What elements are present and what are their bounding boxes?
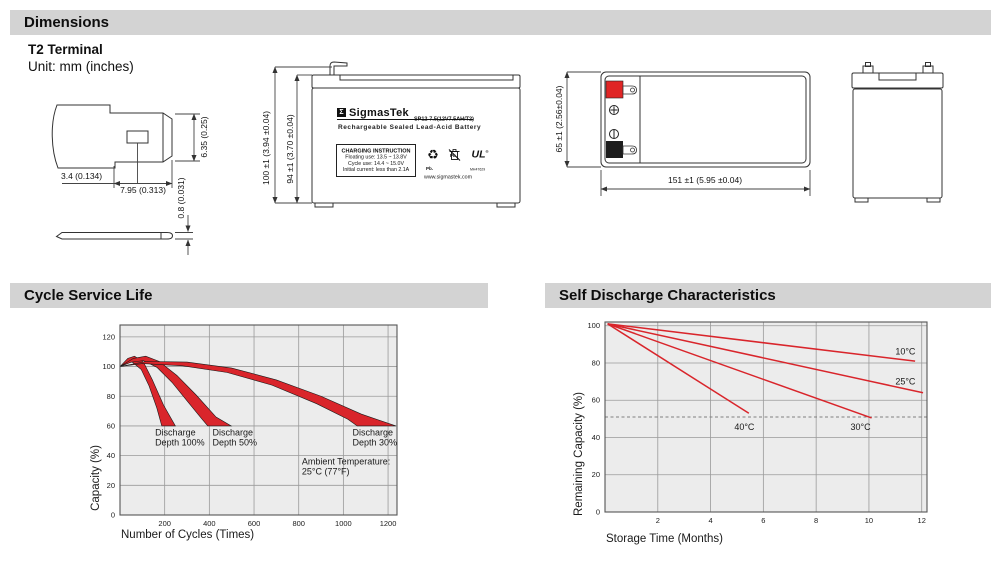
svg-text:Capacity (%): Capacity (%): [90, 445, 102, 511]
svg-text:80: 80: [592, 358, 600, 367]
svg-text:1000: 1000: [335, 519, 352, 528]
section-header-dimensions: Dimensions: [10, 10, 991, 35]
svg-text:0: 0: [596, 508, 600, 517]
website-url: www.sigmastek.com: [424, 174, 472, 180]
positive-symbol: [609, 105, 619, 115]
svg-text:25°C (77°F): 25°C (77°F): [302, 467, 350, 477]
svg-text:2: 2: [656, 516, 660, 525]
brand-name: SigmasTek: [349, 106, 409, 119]
svg-text:20: 20: [107, 481, 115, 490]
top-dim-width: 151 ±1 (5.95 ±0.04): [667, 175, 743, 185]
front-dim-total-height: 100 ±1 (3.94 ±0.04): [261, 110, 271, 186]
svg-text:30°C: 30°C: [850, 422, 871, 432]
svg-text:Ambient Temperature:: Ambient Temperature:: [302, 457, 390, 467]
svg-text:10°C: 10°C: [895, 347, 916, 357]
cycle-service-life-title: Cycle Service Life: [24, 287, 153, 304]
svg-text:200: 200: [158, 519, 171, 528]
svg-text:40: 40: [592, 433, 600, 442]
battery-front-view-drawing: 100 ±1 (3.94 ±0.04) 94 ±1 (3.70 ±0.04) Σ…: [258, 56, 528, 216]
positive-terminal-marker: [605, 80, 624, 99]
svg-text:4: 4: [708, 516, 712, 525]
svg-text:400: 400: [203, 519, 216, 528]
section-header-cycle-service-life: Cycle Service Life: [10, 283, 488, 308]
ul-mark-icon: UL® MH47629: [470, 147, 490, 171]
cycle-service-life-chart: 200 400 600 800 1000 1200 0 20 40 60 80 100 120 Disch…: [90, 312, 482, 565]
pb-recycle-label: Pb.: [425, 166, 433, 171]
svg-text:Storage Time (Months): Storage Time (Months): [606, 533, 723, 545]
terminal-detail-lineart: [51, 104, 200, 255]
svg-text:Depth 50%: Depth 50%: [212, 438, 257, 448]
negative-terminal-marker: [606, 141, 623, 158]
charging-box-line3: Initial current: less than 2.1A: [342, 166, 410, 173]
svg-text:25°C: 25°C: [895, 376, 916, 386]
ul-file-number: MH47629: [470, 167, 486, 172]
battery-type-line: Rechargeable Sealed Lead-Acid Battery: [338, 123, 482, 131]
self-discharge-title: Self Discharge Characteristics: [559, 287, 776, 304]
terminal-dim-tab-height: 6.35 (0.25): [199, 116, 209, 158]
battery-side-lineart: [851, 62, 944, 203]
self-discharge-chart: 2 4 6 8 10 12 0 20 40 60 80 100 10°C 25°C 30°C 40°C Stor…: [540, 312, 998, 565]
svg-text:600: 600: [248, 519, 261, 528]
terminal-dim-thickness: 0.8 (0.031): [176, 177, 186, 219]
svg-text:Depth 100%: Depth 100%: [155, 438, 205, 448]
svg-text:Remaining Capacity (%): Remaining Capacity (%): [573, 392, 585, 516]
svg-text:10: 10: [865, 516, 873, 525]
dimensions-title: Dimensions: [24, 14, 110, 31]
svg-text:60: 60: [107, 421, 115, 430]
ul-registered-mark: ®: [485, 149, 489, 154]
svg-text:20: 20: [592, 470, 600, 479]
svg-text:100: 100: [102, 362, 115, 371]
pb-trash-icon: Pb: [448, 148, 464, 161]
svg-text:6: 6: [761, 516, 765, 525]
sigmastek-logo-icon: Σ: [337, 108, 346, 117]
battery-top-view-drawing: 65 ±1 (2.56±0.04) 151 ±1 (5.95 ±0.04): [552, 58, 817, 203]
section-header-self-discharge: Self Discharge Characteristics: [545, 283, 991, 308]
front-dim-case-height: 94 ±1 (3.70 ±0.04): [285, 114, 295, 184]
svg-text:80: 80: [107, 392, 115, 401]
charging-box-line2: Cycle use: 14.4 ~ 15.0V: [348, 160, 404, 167]
battery-front-lineart: [272, 61, 521, 208]
pb-recycle-icon: ♻ Pb.: [424, 147, 442, 171]
svg-text:Number of Cycles (Times): Number of Cycles (Times): [121, 529, 254, 541]
battery-side-view-drawing: [848, 56, 958, 211]
charging-box-line1: Floating use: 13.5 ~ 13.8V: [345, 154, 407, 160]
terminal-detail-drawing: 3.4 (0.134) 7.95 (0.313) 6.35 (0.25) 0.8…: [25, 95, 240, 255]
battery-top-lineart: [564, 71, 811, 196]
svg-text:100: 100: [587, 321, 600, 330]
svg-text:40: 40: [107, 451, 115, 460]
svg-text:120: 120: [102, 332, 115, 341]
terminal-dim-offset: 3.4 (0.134): [61, 171, 103, 181]
svg-text:Discharge: Discharge: [212, 428, 253, 438]
svg-text:40°C: 40°C: [734, 422, 755, 432]
pb-trash-label: Pb: [450, 153, 456, 158]
ul-letters: UL: [471, 148, 486, 161]
negative-symbol: [609, 129, 619, 139]
svg-text:0: 0: [111, 511, 115, 520]
crossed-bin-glyph: [448, 149, 461, 161]
model-number: SP12-7.5(12V7.5AH/T2): [414, 116, 474, 122]
charging-box-title: CHARGING INSTRUCTION: [341, 148, 411, 154]
terminal-dim-tab-width: 7.95 (0.313): [120, 185, 166, 195]
svg-text:8: 8: [814, 516, 818, 525]
svg-text:60: 60: [592, 396, 600, 405]
svg-text:800: 800: [292, 519, 305, 528]
svg-text:12: 12: [918, 516, 926, 525]
svg-text:Discharge: Discharge: [155, 428, 196, 438]
charging-instruction-box: CHARGING INSTRUCTION Floating use: 13.5 …: [336, 144, 416, 177]
top-dim-depth: 65 ±1 (2.56±0.04): [554, 85, 564, 153]
svg-text:Discharge: Discharge: [353, 428, 394, 438]
recycle-glyph: ♻: [427, 147, 439, 162]
svg-text:1200: 1200: [380, 519, 397, 528]
svg-text:Depth 30%: Depth 30%: [353, 438, 398, 448]
terminal-type-subtitle: T2 Terminal: [28, 42, 103, 57]
unit-note: Unit: mm (inches): [28, 59, 134, 74]
